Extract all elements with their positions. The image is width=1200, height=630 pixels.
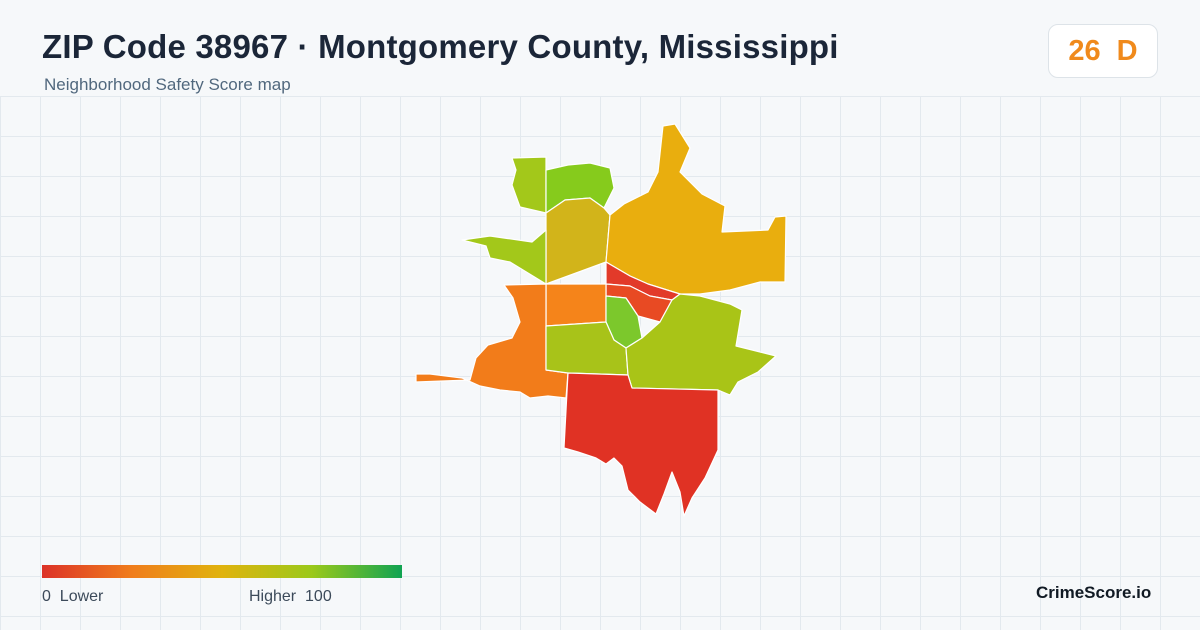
- legend-min: 0 Lower: [42, 588, 103, 606]
- page-subtitle: Neighborhood Safety Score map: [44, 75, 291, 94]
- legend-max-value: 100: [305, 588, 332, 605]
- safety-score-badge: 26 D: [1048, 24, 1158, 78]
- legend-max-label: Higher: [249, 588, 297, 605]
- score-value: 26: [1068, 34, 1101, 67]
- map-region-south-west[interactable]: [415, 283, 569, 399]
- score-grade: D: [1116, 34, 1138, 67]
- map-region-west-spur[interactable]: [461, 229, 547, 285]
- page-title: ZIP Code 38967 · Montgomery County, Miss…: [42, 28, 839, 65]
- map-region-central-west[interactable]: [545, 283, 607, 327]
- map-region-north-east[interactable]: [605, 123, 787, 295]
- legend-gradient-bar: [42, 565, 402, 578]
- legend-max: Higher 100: [249, 588, 332, 606]
- map-region-south[interactable]: [563, 372, 719, 517]
- map-region-north-central[interactable]: [545, 197, 611, 285]
- brand-label: CrimeScore.io: [1036, 583, 1152, 602]
- legend-min-label: Lower: [59, 588, 104, 605]
- legend-min-value: 0: [42, 588, 51, 605]
- map-region-north-west[interactable]: [511, 156, 547, 214]
